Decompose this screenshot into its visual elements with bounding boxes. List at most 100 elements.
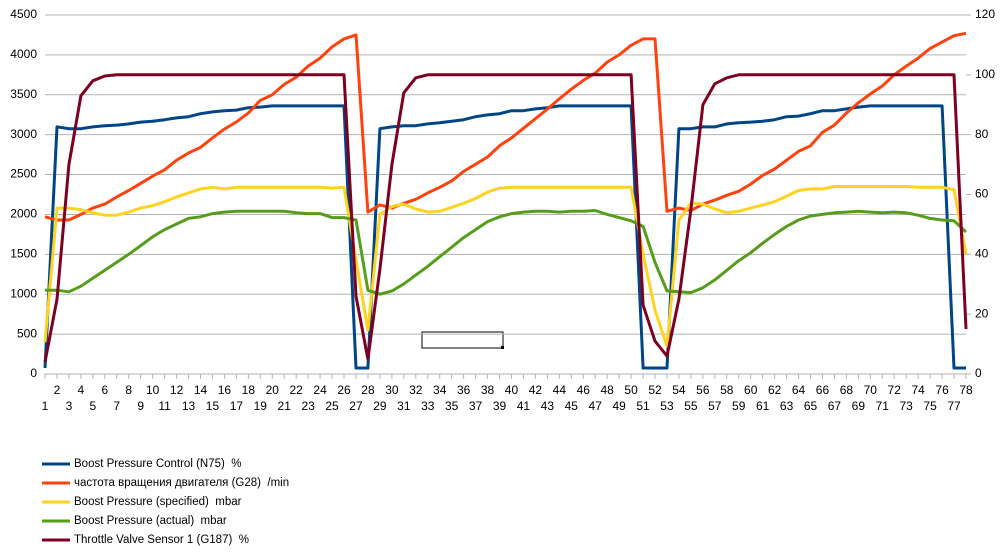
x-tick-label: 15 bbox=[206, 399, 220, 413]
x-tick-label: 22 bbox=[290, 383, 304, 397]
x-tick-label: 72 bbox=[888, 383, 902, 397]
x-tick-label: 66 bbox=[816, 383, 830, 397]
series-line bbox=[43, 73, 968, 363]
x-tick-label: 16 bbox=[218, 383, 232, 397]
x-tick-label: 64 bbox=[792, 383, 806, 397]
x-tick-label: 19 bbox=[254, 399, 268, 413]
x-tick-label: 67 bbox=[828, 399, 842, 413]
x-tick-label: 57 bbox=[708, 399, 722, 413]
x-tick-label: 34 bbox=[433, 383, 447, 397]
x-tick-label: 50 bbox=[624, 383, 638, 397]
x-tick-label: 25 bbox=[325, 399, 339, 413]
x-tick-label: 46 bbox=[577, 383, 591, 397]
x-tick-label: 58 bbox=[720, 383, 734, 397]
x-tick-label: 43 bbox=[541, 399, 555, 413]
y-tick-label: 500 bbox=[17, 326, 37, 340]
x-tick-label: 4 bbox=[78, 383, 85, 397]
x-tick-label: 31 bbox=[397, 399, 411, 413]
y-tick-label: 0 bbox=[30, 366, 37, 380]
x-tick-label: 70 bbox=[864, 383, 878, 397]
y-tick-label: 4500 bbox=[10, 7, 37, 21]
legend-label: Boost Pressure (specified) mbar bbox=[74, 496, 242, 508]
x-tick-label: 41 bbox=[517, 399, 531, 413]
x-tick-label: 53 bbox=[660, 399, 674, 413]
x-tick-label: 69 bbox=[852, 399, 866, 413]
x-tick-label: 78 bbox=[959, 383, 973, 397]
x-tick-label: 35 bbox=[445, 399, 459, 413]
x-tick-label: 75 bbox=[923, 399, 937, 413]
y2-tick-label: 80 bbox=[975, 127, 989, 141]
series-line bbox=[44, 31, 967, 222]
legend-label: Boost Pressure Control (N75) % bbox=[74, 458, 241, 470]
x-tick-label: 38 bbox=[481, 383, 495, 397]
y-tick-label: 1500 bbox=[10, 247, 37, 261]
x-tick-label: 10 bbox=[146, 383, 160, 397]
x-tick-label: 28 bbox=[361, 383, 375, 397]
x-tick-label: 21 bbox=[278, 399, 292, 413]
y-tick-label: 2500 bbox=[10, 167, 37, 181]
x-tick-label: 39 bbox=[493, 399, 507, 413]
x-tick-label: 5 bbox=[90, 399, 97, 413]
y2-tick-label: 40 bbox=[975, 247, 989, 261]
x-tick-label: 77 bbox=[947, 399, 961, 413]
x-tick-label: 30 bbox=[385, 383, 399, 397]
x-tick-label: 73 bbox=[900, 399, 914, 413]
x-tick-label: 52 bbox=[648, 383, 662, 397]
x-tick-label: 61 bbox=[756, 399, 770, 413]
x-tick-label: 1 bbox=[42, 399, 49, 413]
x-tick-label: 27 bbox=[349, 399, 363, 413]
empty-box bbox=[421, 331, 504, 349]
x-tick-label: 7 bbox=[113, 399, 120, 413]
x-tick-label: 26 bbox=[337, 383, 351, 397]
y-tick-label: 4000 bbox=[10, 47, 37, 61]
x-tick-label: 71 bbox=[876, 399, 890, 413]
x-tick-label: 42 bbox=[529, 383, 543, 397]
y2-tick-label: 60 bbox=[975, 187, 989, 201]
x-tick-label: 29 bbox=[373, 399, 387, 413]
series-line bbox=[43, 104, 966, 370]
x-tick-label: 32 bbox=[409, 383, 423, 397]
x-tick-label: 74 bbox=[911, 383, 925, 397]
x-tick-label: 6 bbox=[101, 383, 108, 397]
y2-tick-label: 0 bbox=[975, 366, 982, 380]
x-tick-label: 3 bbox=[66, 399, 73, 413]
y2-tick-label: 100 bbox=[975, 67, 995, 81]
x-tick-label: 49 bbox=[612, 399, 626, 413]
y-tick-label: 1000 bbox=[10, 286, 37, 300]
x-tick-label: 36 bbox=[457, 383, 471, 397]
x-tick-label: 76 bbox=[935, 383, 949, 397]
series-line bbox=[45, 209, 968, 296]
x-tick-label: 33 bbox=[421, 399, 435, 413]
x-tick-label: 23 bbox=[301, 399, 315, 413]
y-tick-label: 3500 bbox=[10, 87, 37, 101]
x-tick-label: 47 bbox=[589, 399, 603, 413]
x-tick-label: 62 bbox=[768, 383, 782, 397]
x-tick-label: 14 bbox=[194, 383, 208, 397]
y-tick-label: 3000 bbox=[10, 127, 37, 141]
x-tick-label: 60 bbox=[744, 383, 758, 397]
x-tick-label: 2 bbox=[54, 383, 61, 397]
legend-label: Throttle Valve Sensor 1 (G187) % bbox=[74, 534, 249, 546]
x-tick-label: 13 bbox=[182, 399, 196, 413]
x-tick-label: 8 bbox=[125, 383, 132, 397]
x-tick-label: 9 bbox=[137, 399, 144, 413]
x-tick-label: 11 bbox=[158, 399, 171, 413]
x-tick-label: 20 bbox=[266, 383, 280, 397]
x-tick-label: 37 bbox=[469, 399, 483, 413]
y2-tick-label: 120 bbox=[975, 7, 995, 21]
box-handle bbox=[501, 346, 504, 349]
x-tick-label: 65 bbox=[804, 399, 818, 413]
x-tick-label: 51 bbox=[636, 399, 650, 413]
x-tick-label: 40 bbox=[505, 383, 519, 397]
x-tick-label: 55 bbox=[684, 399, 698, 413]
x-tick-label: 68 bbox=[840, 383, 854, 397]
x-tick-label: 17 bbox=[230, 399, 244, 413]
x-tick-label: 24 bbox=[313, 383, 327, 397]
series-line bbox=[43, 185, 968, 348]
x-tick-label: 56 bbox=[696, 383, 710, 397]
plot: 0 500 1000 1500 2000 2500 3000 3500 4000 4500 0 20 4… bbox=[10, 7, 995, 546]
x-tick-label: 54 bbox=[672, 383, 686, 397]
x-tick-label: 63 bbox=[780, 399, 794, 413]
legend-label: частота вращения двигателя (G28) /min bbox=[74, 477, 289, 489]
